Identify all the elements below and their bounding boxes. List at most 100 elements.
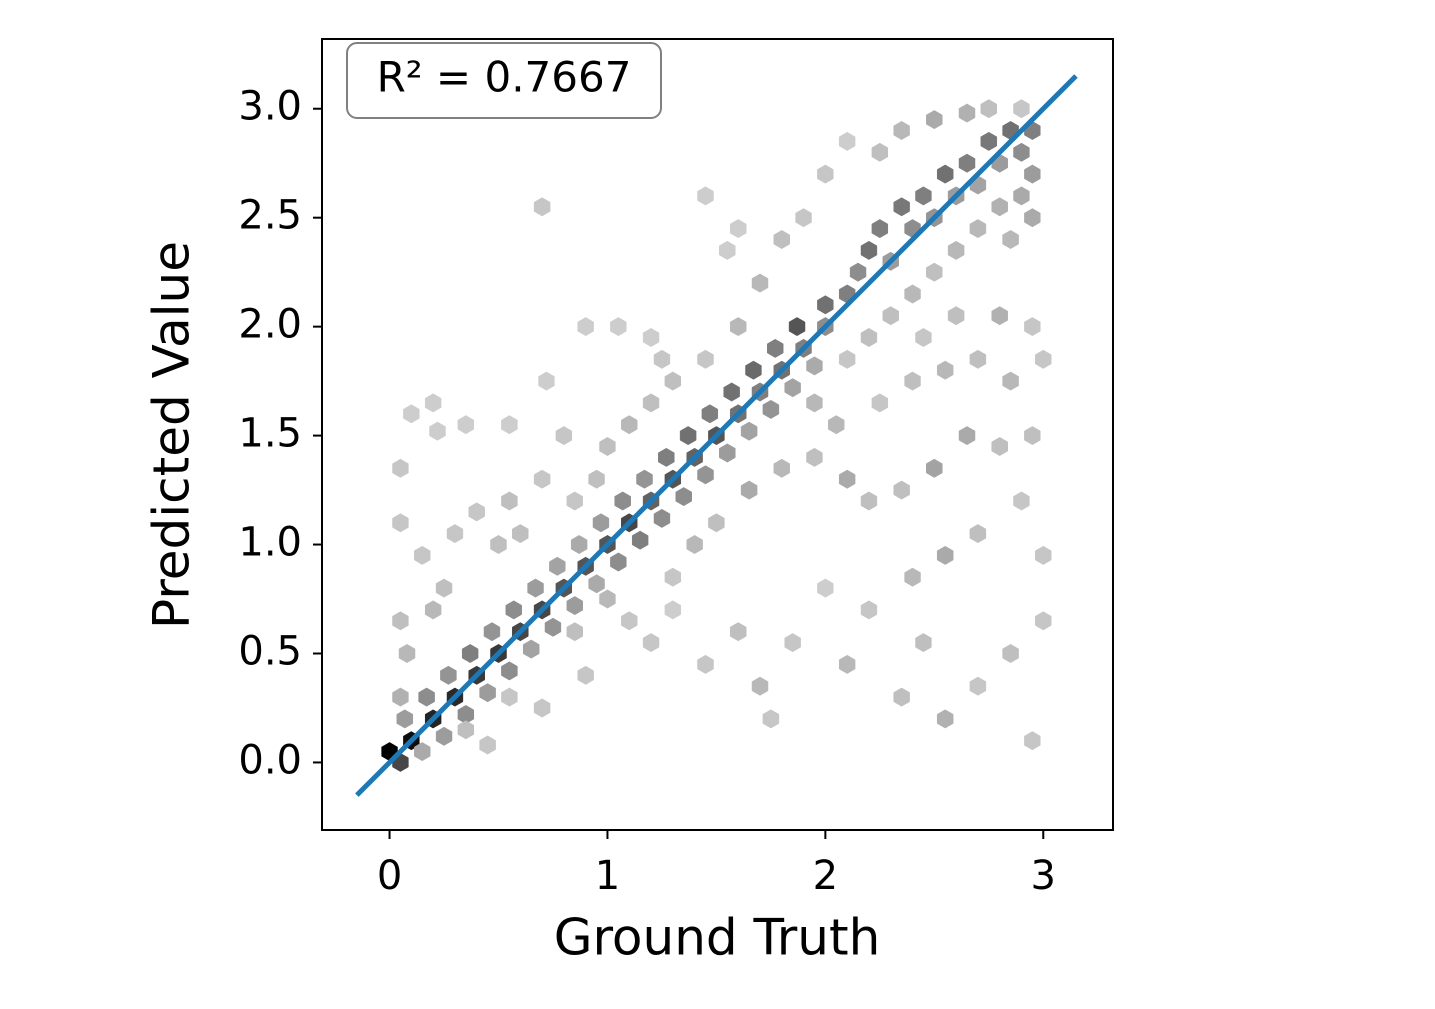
- hexbin: [653, 508, 671, 528]
- hexbin: [947, 240, 965, 260]
- hexbin: [806, 356, 823, 376]
- hexbin: [664, 567, 682, 587]
- hexbin: [512, 524, 529, 544]
- hexbin: [479, 683, 496, 703]
- x-tick-label: 1: [595, 853, 620, 899]
- hexbin: [658, 447, 675, 467]
- hexbin: [501, 415, 518, 435]
- hexbin: [926, 262, 943, 282]
- hexbin: [396, 709, 414, 729]
- hexbin: [457, 720, 475, 740]
- hexbin: [969, 349, 987, 369]
- hexbin: [729, 219, 747, 239]
- hexbin: [588, 469, 605, 489]
- hexbin: [686, 535, 703, 554]
- hexbin: [1024, 731, 1041, 751]
- hexbin: [424, 393, 442, 413]
- hexbin: [697, 186, 714, 206]
- hexbin: [784, 378, 801, 398]
- hexbin: [958, 153, 976, 173]
- hexbin: [871, 219, 889, 239]
- hexbin: [893, 687, 910, 707]
- hexbin: [577, 665, 594, 685]
- hexbin: [708, 513, 725, 533]
- hexbin: [424, 600, 442, 620]
- y-tick-label: 1.5: [238, 411, 302, 457]
- hexbin: [1024, 208, 1041, 228]
- hexbin: [544, 617, 562, 637]
- hexbin: [675, 487, 692, 507]
- plot-frame: [321, 38, 1114, 831]
- hexbin: [1013, 142, 1030, 162]
- hexbin: [904, 284, 921, 304]
- hexbin: [788, 317, 806, 337]
- hexbin: [719, 240, 736, 260]
- hexbin: [904, 567, 921, 587]
- hexbin: [490, 535, 507, 554]
- hexbin: [1024, 317, 1041, 337]
- hexbin: [566, 622, 583, 642]
- hexbin: [392, 513, 409, 533]
- hexbin: [871, 393, 889, 413]
- x-axis-label: Ground Truth: [554, 909, 881, 967]
- hexbin: [701, 404, 719, 424]
- hexbin: [538, 371, 555, 391]
- x-tick-label: 2: [813, 853, 838, 899]
- hexbin: [915, 186, 932, 206]
- hexbin: [926, 110, 943, 130]
- hexbin: [828, 415, 845, 435]
- y-tick-label: 2.5: [238, 193, 302, 239]
- hexbin: [588, 574, 605, 594]
- hexbin: [904, 371, 921, 391]
- hexbin: [642, 393, 660, 413]
- hexbin: [991, 306, 1008, 326]
- hexbin: [1002, 644, 1019, 663]
- hexbin: [784, 633, 801, 653]
- hexbin: [533, 469, 551, 489]
- hexbin: [838, 131, 856, 151]
- hexbin: [664, 600, 682, 620]
- hexbin: [697, 465, 714, 485]
- hexbin: [392, 458, 409, 478]
- hexbin: [479, 735, 496, 755]
- hexbin: [418, 687, 435, 707]
- hexbin: [991, 437, 1008, 456]
- hexbin: [642, 328, 660, 347]
- hexbin: [398, 644, 416, 663]
- hexbin: [893, 121, 910, 140]
- hexbin: [969, 524, 987, 544]
- hexbin: [838, 349, 856, 369]
- hexbin: [636, 469, 653, 489]
- hexbin: [1013, 491, 1030, 511]
- hexbin: [483, 622, 501, 642]
- hexbin: [697, 654, 714, 674]
- annotation-box: [346, 42, 662, 119]
- hexbin: [577, 317, 594, 337]
- hexbin: [1013, 99, 1030, 119]
- hexbin: [392, 611, 409, 631]
- hexbin: [860, 328, 878, 347]
- hexbin: [1035, 611, 1052, 631]
- hexbin: [446, 524, 464, 544]
- hexbin: [599, 437, 616, 456]
- hexbin: [653, 349, 671, 369]
- y-tick-label: 3.0: [238, 84, 302, 130]
- hexbin: [468, 502, 485, 522]
- hexbin: [817, 164, 834, 184]
- hexbin: [991, 197, 1008, 217]
- hexbin: [610, 317, 627, 337]
- hexbin: [969, 219, 987, 239]
- y-axis-label: Predicted Value: [143, 241, 201, 629]
- hexbin: [762, 709, 780, 729]
- hexbin: [740, 421, 758, 441]
- hexbin: [849, 262, 867, 282]
- hexbin: [599, 589, 616, 609]
- hexbin: [505, 600, 522, 620]
- hexbin: [817, 295, 834, 315]
- hexbin: [980, 131, 998, 151]
- hexbin: [893, 480, 910, 500]
- hexbin: [566, 596, 583, 616]
- hexbin: [719, 443, 736, 463]
- y-tick-label: 0.0: [238, 737, 302, 783]
- hexbin: [751, 273, 769, 293]
